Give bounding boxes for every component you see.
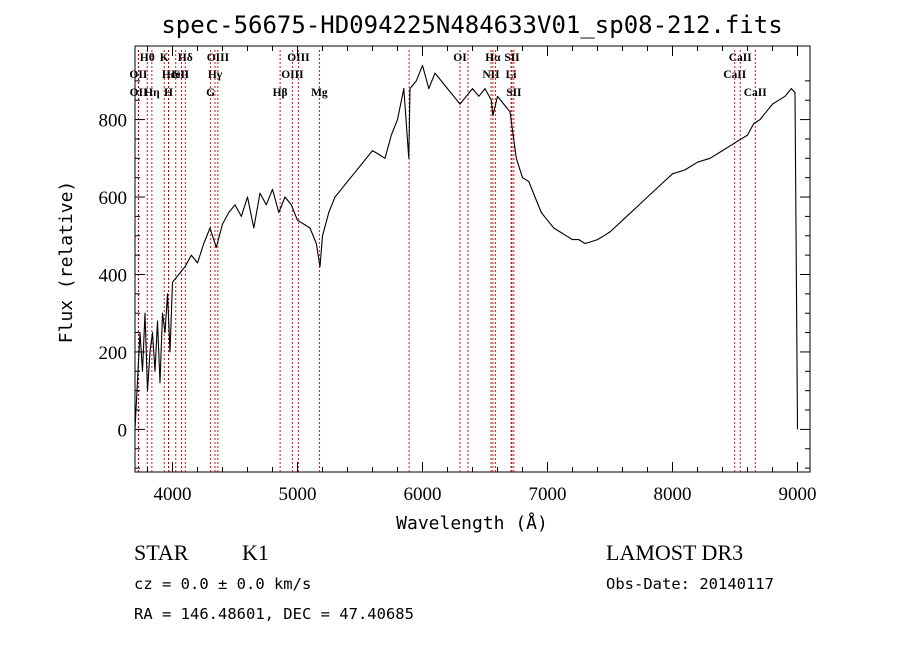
survey-name: LAMOST DR3 [606, 540, 743, 565]
spectral-line-label: H [164, 87, 173, 99]
x-tick-label: 5000 [279, 484, 317, 505]
y-tick-label: 600 [99, 188, 128, 209]
spectral-line-label: CaII [723, 69, 747, 81]
y-tick-label: 400 [99, 265, 128, 286]
spectral-line-label: OIII [207, 52, 230, 64]
spectral-line-label: SII [506, 87, 522, 99]
x-tick-label: 9000 [779, 484, 817, 505]
plot-frame [134, 45, 811, 473]
observation-date: Obs-Date: 20140117 [606, 575, 774, 593]
redshift-readout: cz = 0.0 ± 0.0 km/s [134, 575, 311, 593]
axis-ticks: 4000 5000 6000 7000 8000 9000 0 200 400 600 800 [99, 46, 817, 505]
object-class: STAR [134, 540, 189, 565]
object-subclass: K1 [242, 540, 269, 565]
spectral-line-label: Hθ [140, 52, 155, 64]
spectral-line-label: Hγ [208, 69, 223, 81]
spectral-line-label: Hα [485, 52, 501, 64]
spectral-line-label: OIII [287, 52, 310, 64]
y-tick-label: 0 [118, 420, 128, 441]
y-axis-label: Flux (relative) [56, 181, 77, 344]
spectral-line-label: Hβ [273, 87, 288, 99]
spectral-line-label: CaII [744, 87, 768, 99]
chart-title: spec-56675-HD094225N484633V01_sp08-212.f… [161, 11, 782, 39]
spectral-line-label: Hη [144, 87, 160, 99]
spectral-line-label: OII [130, 87, 148, 99]
spectral-line-label: Li [506, 69, 518, 81]
coordinates-readout: RA = 146.48601, DEC = 47.40685 [134, 605, 414, 623]
x-axis-label: Wavelength (Å) [396, 512, 548, 534]
spectral-line-label: HeI [166, 69, 185, 81]
spectral-line-label: G [206, 87, 215, 99]
spectral-line-label: Mg [311, 87, 328, 99]
x-tick-label: 4000 [154, 484, 192, 505]
axes [134, 45, 811, 473]
y-tick-label: 200 [99, 343, 128, 364]
spectral-line-label: NII [482, 69, 500, 81]
spectrum-series-line [134, 64, 799, 430]
spectral-line-label: Hδ [178, 52, 193, 64]
spectral-line-label: OIII [281, 69, 304, 81]
x-tick-label: 7000 [529, 484, 567, 505]
x-tick-label: 6000 [404, 484, 442, 505]
spectral-line-label: K [160, 52, 169, 64]
spectral-line-label: SII [174, 69, 190, 81]
spectral-line-label: OI [453, 52, 467, 64]
x-tick-label: 8000 [654, 484, 692, 505]
spectral-line-label: SII [504, 52, 520, 64]
spectral-line-label: CaII [729, 52, 753, 64]
y-tick-label: 800 [99, 111, 128, 132]
